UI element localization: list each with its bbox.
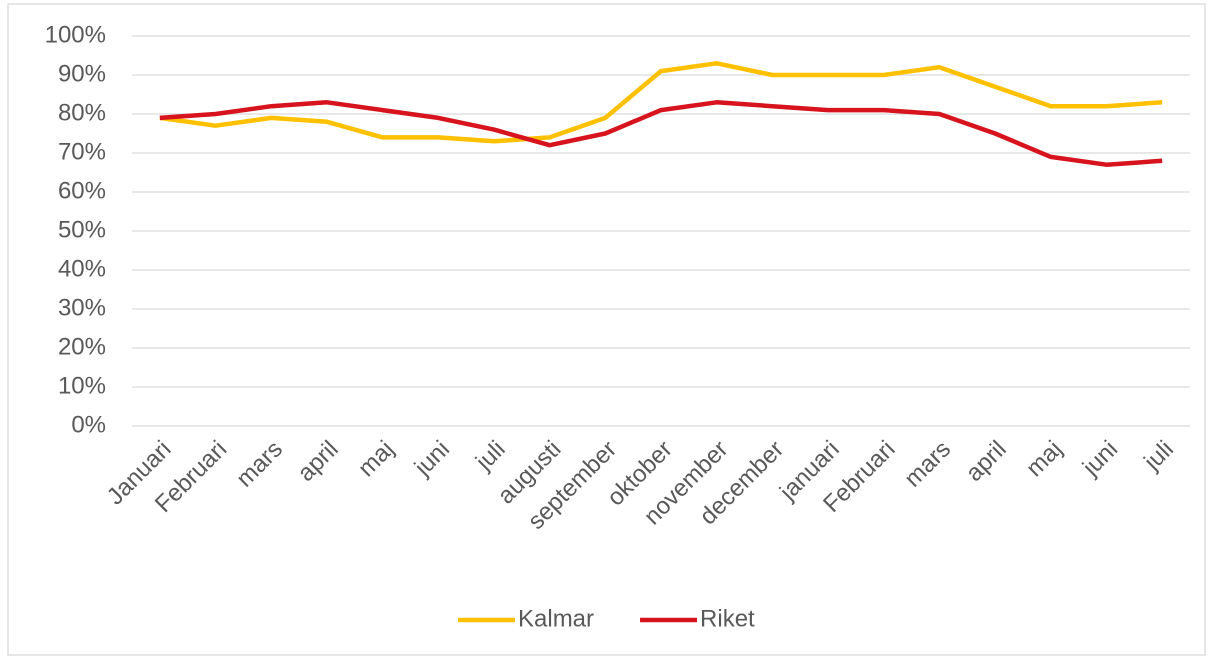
data-line (159, 100, 1163, 167)
y-tick-label: 30% (58, 294, 106, 321)
legend-label: Riket (700, 605, 755, 632)
y-tick-label: 90% (58, 60, 106, 87)
y-tick-label: 50% (58, 216, 106, 243)
y-tick-label: 80% (58, 99, 106, 126)
y-tick-label: 10% (58, 372, 106, 399)
chart-frame (7, 3, 1206, 656)
data-line (159, 61, 1163, 144)
y-tick-label: 40% (58, 255, 106, 282)
y-tick-label: 70% (58, 138, 106, 165)
y-tick-label: 100% (45, 21, 106, 48)
y-tick-label: 60% (58, 177, 106, 204)
legend-label: Kalmar (518, 605, 594, 632)
y-tick-label: 0% (71, 411, 106, 438)
y-tick-label: 20% (58, 333, 106, 360)
